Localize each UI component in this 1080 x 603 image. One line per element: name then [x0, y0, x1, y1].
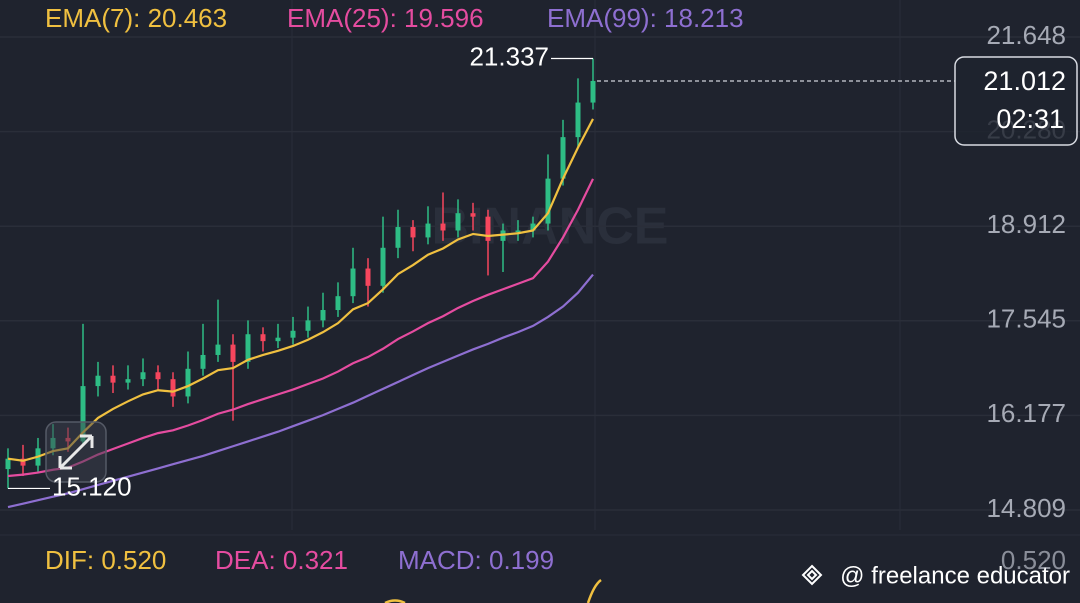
last-price-label: 21.012 [983, 66, 1066, 96]
candle-body [185, 368, 191, 397]
candle-body [5, 458, 11, 470]
macd-axis-label: 0.520 [1001, 545, 1066, 575]
candle-body [380, 247, 386, 286]
candle-body [155, 372, 161, 380]
candle-body [455, 213, 461, 231]
ema-line [7, 273, 594, 509]
candle-body [440, 223, 446, 231]
y-tick-label: 21.648 [986, 20, 1066, 50]
candle-body [320, 310, 326, 321]
candle-body [305, 320, 311, 331]
candle-body [245, 334, 251, 362]
candle-body [110, 375, 116, 383]
high-marker-label: 21.337 [469, 41, 549, 71]
expand-button[interactable] [45, 421, 107, 483]
dea-label: DEA: 0.321 [215, 545, 348, 575]
candle-body [260, 334, 266, 342]
ema-line [7, 118, 594, 462]
candle-body [560, 137, 566, 179]
candle-body [530, 223, 536, 231]
candle-body [80, 386, 86, 442]
low-marker-label: 15.120 [52, 471, 132, 501]
footer-credit: @ freelance educator [840, 562, 1070, 589]
y-tick-label: 17.545 [986, 304, 1066, 334]
candle-body [170, 379, 176, 397]
candle-body [290, 330, 296, 338]
y-tick-label: 18.912 [986, 209, 1066, 239]
candle-body [125, 379, 131, 383]
footer-logo [801, 564, 823, 586]
legend-ema25: EMA(25): 19.596 [287, 3, 484, 33]
candle-body [20, 458, 26, 466]
dif-line-fragment [586, 578, 602, 603]
macd-label: MACD: 0.199 [398, 545, 554, 575]
candle-body [470, 213, 476, 217]
candle-body [485, 216, 491, 241]
candle-body [230, 344, 236, 362]
y-tick-label: 16.177 [986, 398, 1066, 428]
candle-body [335, 296, 341, 311]
candle-body [215, 344, 221, 355]
candle-body [575, 102, 581, 138]
candle-body [590, 80, 596, 103]
candle-body [365, 268, 371, 286]
candle-body [200, 354, 206, 369]
candle-body [95, 375, 101, 387]
last-price-box [954, 56, 1078, 146]
candle-body [350, 268, 356, 297]
candle-body [395, 227, 401, 248]
y-tick-label: 14.809 [986, 493, 1066, 523]
candle-body [140, 372, 146, 380]
legend-ema7: EMA(7): 20.463 [45, 3, 227, 33]
candle-body [275, 337, 281, 342]
dea-line-fragment [384, 599, 406, 603]
expand-icon [58, 434, 94, 470]
candle-body [425, 223, 431, 238]
dif-label: DIF: 0.520 [45, 545, 166, 575]
candle-body [410, 227, 416, 238]
countdown-label: 02:31 [996, 104, 1064, 134]
legend-ema99: EMA(99): 18.213 [547, 3, 744, 33]
candle-body [545, 178, 551, 224]
candle-body [515, 230, 521, 232]
